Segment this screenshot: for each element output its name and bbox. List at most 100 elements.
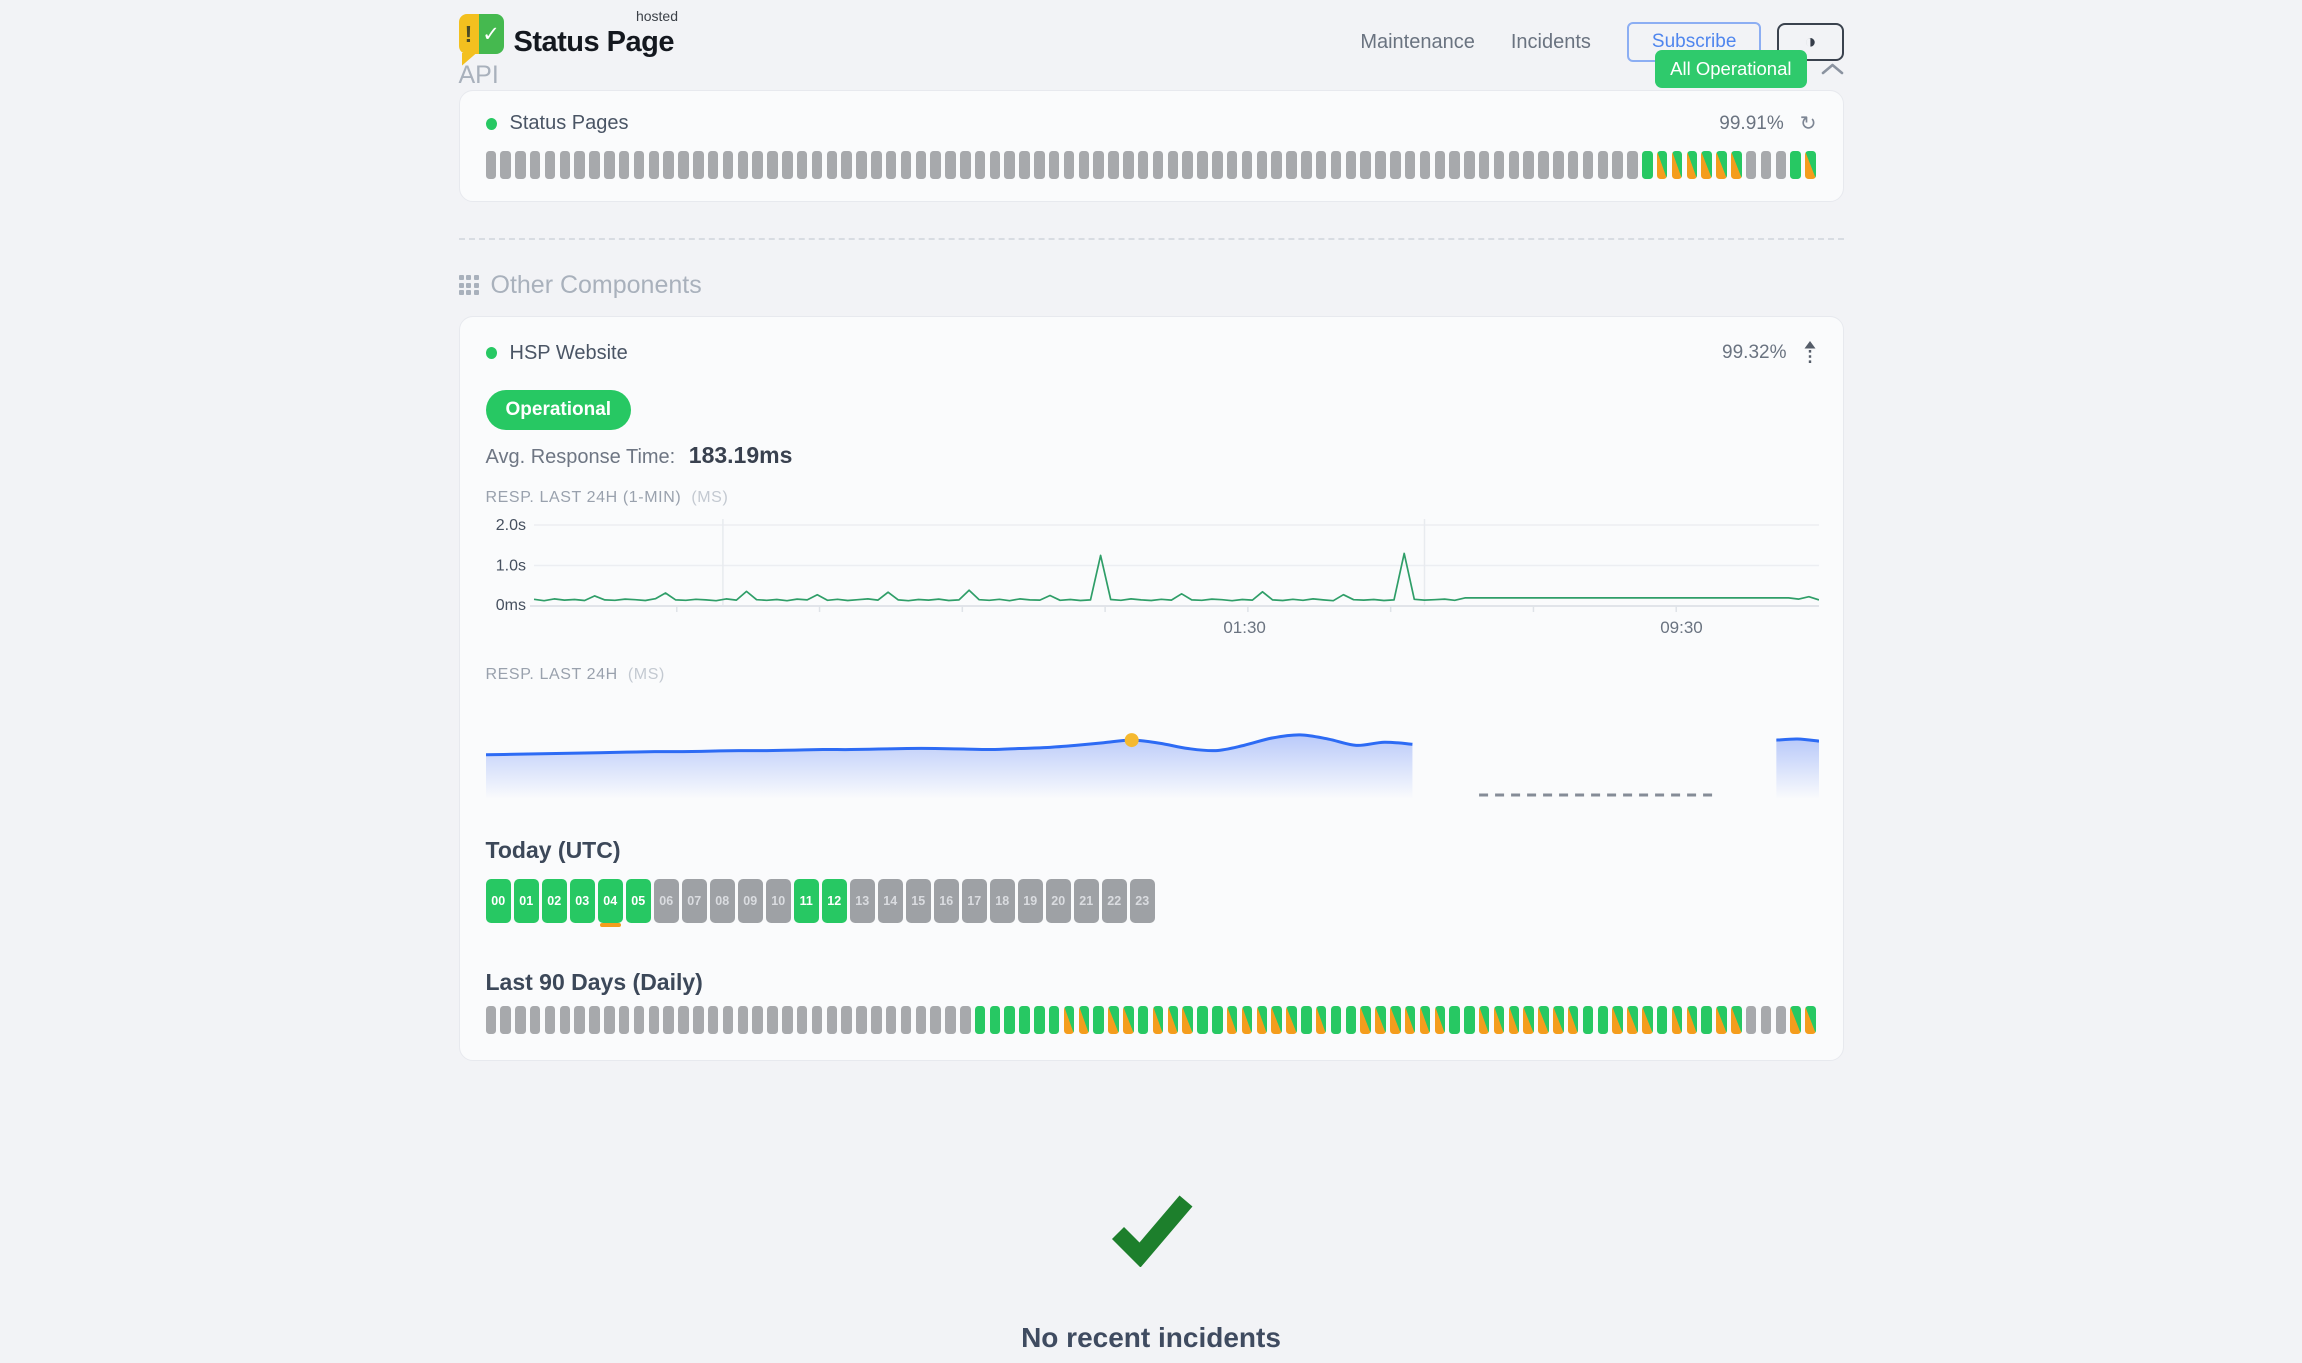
daily-uptime-bar[interactable] (752, 1006, 763, 1034)
uptime-bar[interactable] (1612, 151, 1623, 179)
daily-uptime-bar[interactable] (826, 1006, 838, 1034)
daily-uptime-bar[interactable] (1375, 1006, 1386, 1034)
hour-cell-21[interactable]: 21 (1073, 879, 1099, 923)
daily-uptime-bar[interactable] (885, 1006, 897, 1034)
uptime-bar[interactable] (1508, 151, 1520, 179)
uptime-bar[interactable] (1004, 151, 1015, 179)
daily-uptime-bar[interactable] (589, 1006, 600, 1034)
daily-uptime-bar[interactable] (678, 1006, 689, 1034)
uptime-bar[interactable] (1360, 151, 1371, 179)
hour-cell-03[interactable]: 03 (569, 879, 595, 923)
uptime-bar[interactable] (1493, 151, 1505, 179)
uptime-bar[interactable] (885, 151, 897, 179)
daily-uptime-bar[interactable] (841, 1006, 852, 1034)
daily-uptime-bar[interactable] (1212, 1006, 1223, 1034)
daily-uptime-bar[interactable] (1404, 1006, 1416, 1034)
uptime-bar[interactable] (1197, 151, 1208, 179)
daily-uptime-bar[interactable] (1671, 1006, 1683, 1034)
uptime-bar[interactable] (722, 151, 734, 179)
hour-cell-07[interactable]: 07 (681, 879, 707, 923)
daily-uptime-bar[interactable] (1805, 1006, 1816, 1034)
uptime-bar[interactable] (960, 151, 971, 179)
nav-incidents[interactable]: Incidents (1510, 30, 1591, 53)
daily-uptime-bar[interactable] (1197, 1006, 1208, 1034)
daily-uptime-bar[interactable] (663, 1006, 674, 1034)
daily-uptime-bar[interactable] (1478, 1006, 1490, 1034)
daily-uptime-bar[interactable] (1315, 1006, 1327, 1034)
daily-uptime-bar[interactable] (1034, 1006, 1045, 1034)
uptime-bar[interactable] (1716, 151, 1727, 179)
hour-cell-10[interactable]: 10 (765, 879, 791, 923)
daily-uptime-bar[interactable] (1775, 1006, 1787, 1034)
uptime-bar[interactable] (1271, 151, 1282, 179)
uptime-bar[interactable] (707, 151, 719, 179)
daily-uptime-bar[interactable] (693, 1006, 704, 1034)
daily-uptime-bar[interactable] (529, 1006, 541, 1034)
daily-uptime-bar[interactable] (1523, 1006, 1534, 1034)
hour-cell-15[interactable]: 15 (905, 879, 931, 923)
daily-uptime-bar[interactable] (1063, 1006, 1075, 1034)
daily-uptime-bar[interactable] (1226, 1006, 1238, 1034)
uptime-bar[interactable] (1701, 151, 1712, 179)
uptime-bar[interactable] (1048, 151, 1060, 179)
uptime-bar[interactable] (678, 151, 689, 179)
daily-uptime-bar[interactable] (1464, 1006, 1475, 1034)
uptime-bar[interactable] (663, 151, 674, 179)
hour-cell-22[interactable]: 22 (1101, 879, 1127, 923)
uptime-bar[interactable] (1805, 151, 1816, 179)
hour-cell-17[interactable]: 17 (961, 879, 987, 923)
uptime-bar[interactable] (1419, 151, 1431, 179)
uptime-bar[interactable] (500, 151, 511, 179)
uptime-bar[interactable] (900, 151, 912, 179)
daily-uptime-bar[interactable] (1093, 1006, 1104, 1034)
daily-uptime-bar[interactable] (1301, 1006, 1312, 1034)
daily-uptime-bar[interactable] (1790, 1006, 1801, 1034)
daily-uptime-bar[interactable] (1686, 1006, 1698, 1034)
uptime-bar[interactable] (930, 151, 941, 179)
daily-uptime-bar[interactable] (1493, 1006, 1505, 1034)
hour-cell-02[interactable]: 02 (541, 879, 567, 923)
uptime-bar[interactable] (1315, 151, 1327, 179)
daily-uptime-bar[interactable] (1123, 1006, 1134, 1034)
daily-uptime-bar[interactable] (1182, 1006, 1193, 1034)
uptime-bar[interactable] (1108, 151, 1119, 179)
uptime-bar[interactable] (515, 151, 526, 179)
uptime-bar[interactable] (1538, 151, 1549, 179)
daily-uptime-bar[interactable] (1330, 1006, 1342, 1034)
daily-uptime-bar[interactable] (1286, 1006, 1297, 1034)
uptime-bar[interactable] (1731, 151, 1742, 179)
uptime-bar[interactable] (1375, 151, 1386, 179)
uptime-bar[interactable] (574, 151, 585, 179)
daily-uptime-bar[interactable] (1108, 1006, 1119, 1034)
daily-uptime-bar[interactable] (1137, 1006, 1149, 1034)
uptime-bar[interactable] (544, 151, 556, 179)
daily-uptime-bar[interactable] (485, 1006, 496, 1034)
uptime-bar[interactable] (1182, 151, 1193, 179)
daily-uptime-bar[interactable] (559, 1006, 571, 1034)
daily-uptime-bar[interactable] (500, 1006, 511, 1034)
daily-uptime-bar[interactable] (648, 1006, 660, 1034)
uptime-bar[interactable] (604, 151, 615, 179)
uptime-bar[interactable] (559, 151, 571, 179)
hour-cell-12[interactable]: 12 (821, 879, 847, 923)
hour-cell-08[interactable]: 08 (709, 879, 735, 923)
hour-cell-01[interactable]: 01 (513, 879, 539, 923)
daily-uptime-bar[interactable] (1760, 1006, 1772, 1034)
daily-uptime-bar[interactable] (1434, 1006, 1445, 1034)
daily-uptime-bar[interactable] (544, 1006, 556, 1034)
daily-uptime-bar[interactable] (1553, 1006, 1564, 1034)
hour-cell-23[interactable]: 23 (1129, 879, 1155, 923)
uptime-bar[interactable] (1286, 151, 1297, 179)
daily-uptime-bar[interactable] (811, 1006, 823, 1034)
uptime-bar[interactable] (1078, 151, 1090, 179)
daily-uptime-bar[interactable] (1567, 1006, 1579, 1034)
uptime-bar[interactable] (974, 151, 986, 179)
daily-uptime-bar[interactable] (1048, 1006, 1060, 1034)
uptime-bar[interactable] (767, 151, 778, 179)
hour-cell-20[interactable]: 20 (1045, 879, 1071, 923)
daily-uptime-bar[interactable] (1360, 1006, 1371, 1034)
daily-uptime-bar[interactable] (1582, 1006, 1594, 1034)
uptime-bar[interactable] (1597, 151, 1609, 179)
hour-cell-14[interactable]: 14 (877, 879, 903, 923)
uptime-bar[interactable] (1212, 151, 1223, 179)
